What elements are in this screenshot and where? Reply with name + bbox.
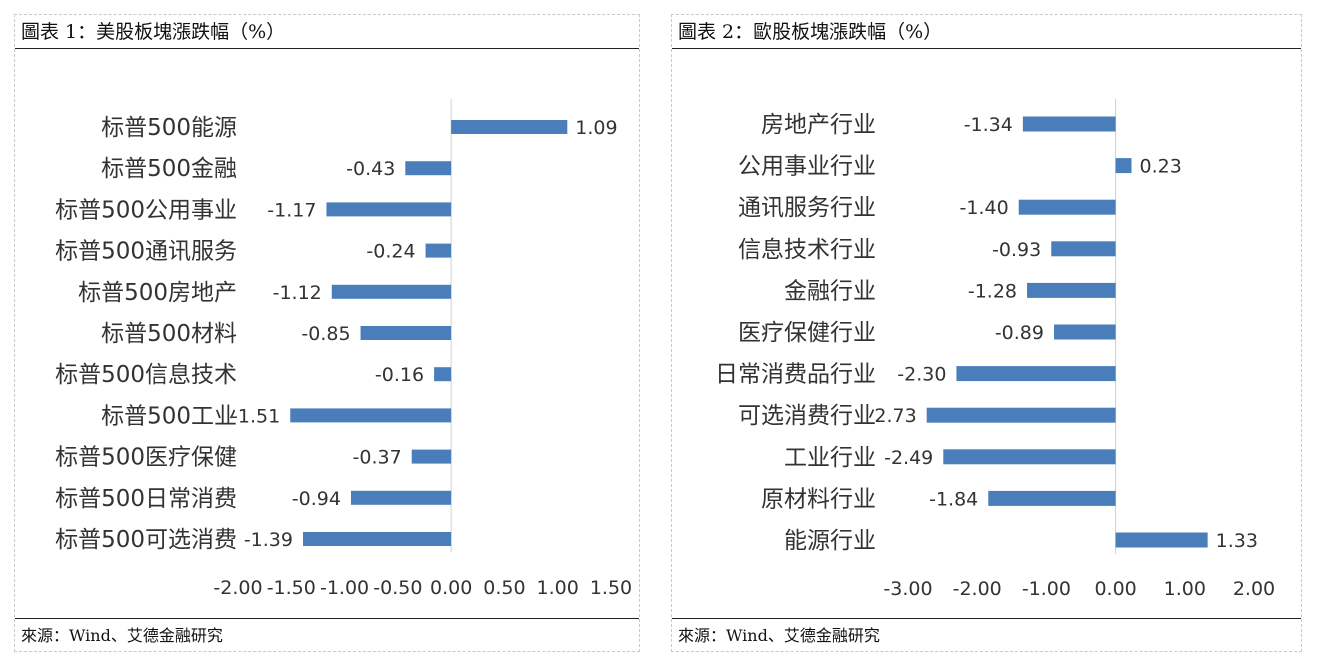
data-label: -0.85 [301, 323, 350, 345]
data-label: -2.49 [884, 447, 933, 469]
bar [411, 449, 452, 464]
chart-title: 圖表 2：歐股板塊漲跌幅（%） [672, 15, 1301, 49]
category-label: 标普500公用事业 [55, 197, 237, 223]
category-label: 标普500材料 [101, 321, 237, 347]
category-label: 标普500医疗保健 [55, 445, 237, 471]
bar [350, 490, 452, 505]
bar [943, 449, 1116, 465]
chart-source: 來源：Wind、艾德金融研究 [15, 618, 639, 652]
data-label: -1.17 [267, 199, 316, 221]
bar [988, 490, 1116, 506]
bar [331, 284, 452, 299]
data-label: -0.93 [992, 239, 1041, 261]
tick-label: -1.00 [320, 577, 369, 599]
tick-label: -2.00 [953, 578, 1002, 600]
bar [1027, 282, 1116, 298]
category-label: 可选消费行业 [738, 403, 876, 429]
data-label: -1.39 [244, 529, 293, 551]
bar [956, 366, 1116, 382]
bar [451, 120, 568, 134]
tick-label: -0.50 [373, 577, 422, 599]
category-label: 通讯服务行业 [738, 195, 876, 221]
data-label: 1.09 [575, 117, 617, 139]
chart-source: 來源：Wind、艾德金融研究 [672, 618, 1301, 652]
data-label: 1.33 [1216, 530, 1258, 552]
category-label: 医疗保健行业 [738, 320, 876, 346]
category-label: 标普500通讯服务 [55, 239, 237, 265]
data-label: -0.37 [353, 447, 402, 469]
data-label: -1.28 [968, 280, 1017, 302]
category-label: 信息技术行业 [738, 237, 876, 263]
bar [290, 408, 452, 423]
bar [360, 326, 452, 340]
bar [926, 407, 1116, 423]
data-label: -1.40 [960, 197, 1009, 219]
tick-label: 1.50 [590, 577, 632, 599]
category-label: 标普500工业 [101, 403, 237, 429]
category-label: 标普500日常消费 [55, 486, 237, 512]
tick-label: -1.00 [1022, 578, 1071, 600]
bar [434, 367, 452, 382]
category-label: 工业行业 [784, 445, 876, 471]
category-label: 原材料行业 [761, 486, 876, 512]
chart-title: 圖表 1：美股板塊漲跌幅（%） [15, 15, 639, 49]
bar [1115, 158, 1132, 174]
tick-label: -3.00 [883, 578, 932, 600]
data-label: 0.23 [1140, 156, 1182, 178]
category-label: 公用事业行业 [738, 154, 876, 180]
category-label: 房地产行业 [761, 112, 876, 138]
data-label: -0.24 [366, 241, 415, 263]
bar [405, 161, 452, 176]
category-label: 标普500可选消费 [55, 527, 237, 553]
data-label: -0.89 [995, 322, 1044, 344]
data-label: -1.51 [231, 405, 280, 427]
bar [1054, 324, 1116, 340]
bar [303, 532, 452, 546]
data-label: -0.94 [292, 488, 341, 510]
tick-label: 1.00 [537, 577, 579, 599]
tick-label: 0.00 [430, 577, 472, 599]
data-label: -1.84 [929, 488, 978, 510]
eu-sector-bar-chart: 房地产行业 -1.34 公用事业行业 0.23 通讯服务行业 -1.40 信息技术行业 -0.… [715, 99, 1275, 600]
data-label: 2.73 [874, 405, 916, 427]
category-label: 标普500金融 [101, 156, 237, 182]
data-label: -2.30 [897, 364, 946, 386]
bar [326, 202, 452, 217]
us-sector-bar-chart: 标普500能源 1.09 标普500金融 -0.43 标普500公用事业 -1.17 标普5… [55, 99, 632, 599]
chart-panel-us: 圖表 1：美股板塊漲跌幅（%） 标普500能源 1.09 标普500金融 -0.43 标… [14, 14, 640, 652]
data-label: -1.34 [964, 114, 1013, 136]
category-label: 能源行业 [784, 528, 876, 554]
category-label: 标普500房地产 [78, 280, 237, 306]
chart-panel-eu: 圖表 2：歐股板塊漲跌幅（%） 房地产行业 -1.34 公用事业行业 0.23 通讯服务… [671, 14, 1302, 652]
bar [1051, 241, 1116, 257]
bar [1022, 116, 1116, 132]
data-label: -0.16 [375, 364, 424, 386]
category-label: 标普500信息技术 [55, 362, 237, 388]
tick-label: 1.00 [1164, 578, 1206, 600]
data-label: -1.12 [273, 282, 322, 304]
bar [425, 243, 452, 258]
bar [1018, 199, 1116, 215]
tick-label: -1.50 [267, 577, 316, 599]
tick-label: 0.00 [1094, 578, 1136, 600]
tick-label: -2.00 [213, 577, 262, 599]
data-label: -0.43 [346, 158, 395, 180]
category-label: 标普500能源 [101, 115, 237, 141]
tick-label: 0.50 [483, 577, 525, 599]
bar [1115, 532, 1208, 548]
category-label: 金融行业 [784, 278, 876, 304]
category-label: 日常消费品行业 [715, 362, 876, 388]
tick-label: 2.00 [1233, 578, 1275, 600]
